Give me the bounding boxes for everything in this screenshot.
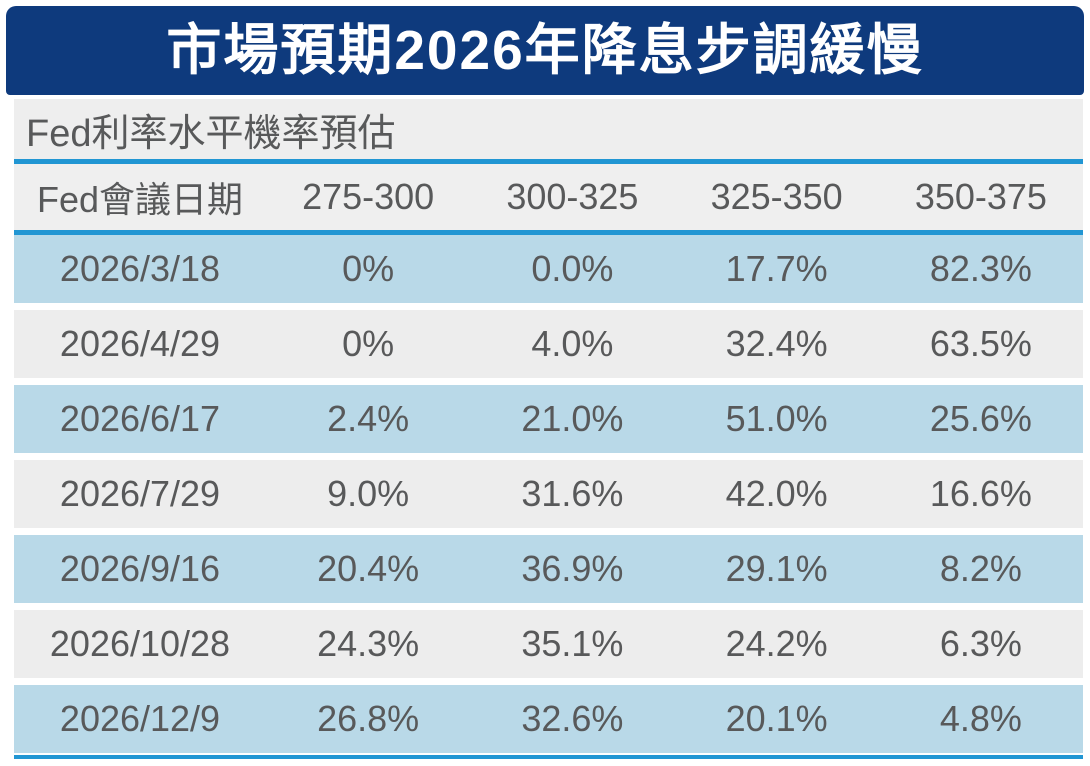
table-bottom-divider <box>14 755 1083 759</box>
meeting-date-cell: 2026/4/29 <box>59 323 221 364</box>
probability-cell: 17.7% <box>725 248 828 289</box>
table-row: 2026/6/17 2.4% 21.0% 51.0% 25.6% <box>14 385 1083 453</box>
probability-cell: 24.3% <box>317 623 420 664</box>
table-body: 2026/3/18 0% 0.0% 17.7% 82.3% 2026/4/29 0% 4.0%… <box>14 235 1083 753</box>
probability-cell: 0% <box>342 323 395 364</box>
probability-cell: 0% <box>342 248 395 289</box>
probability-cell: 2.4% <box>327 398 410 439</box>
column-header-meeting-date: Fed會議日期 <box>36 179 244 220</box>
table-row: 2026/9/16 20.4% 36.9% 29.1% 8.2% <box>14 535 1083 603</box>
title-banner: 市場預期2026年降息步調緩慢 <box>6 6 1084 95</box>
column-header-325-350: 325-350 <box>710 176 843 217</box>
column-header-350-375: 350-375 <box>914 176 1047 217</box>
meeting-date-cell: 2026/10/28 <box>49 623 231 664</box>
meeting-date-cell: 2026/6/17 <box>59 398 221 439</box>
probability-cell: 0.0% <box>531 248 614 289</box>
probability-cell: 35.1% <box>521 623 624 664</box>
probability-cell: 36.9% <box>521 548 624 589</box>
table-area: Fed利率水平機率預估 Fed會議日期 275-300 300-325 325-… <box>14 99 1083 759</box>
probability-cell: 20.4% <box>317 548 420 589</box>
probability-cell: 21.0% <box>521 398 624 439</box>
probability-cell: 9.0% <box>327 473 410 514</box>
probability-cell: 6.3% <box>939 623 1022 664</box>
meeting-date-cell: 2026/12/9 <box>59 698 221 739</box>
probability-cell: 32.6% <box>521 698 624 739</box>
table-row: 2026/10/28 24.3% 35.1% 24.2% 6.3% <box>14 610 1083 678</box>
fed-rate-probability-table: Fed會議日期 275-300 300-325 325-350 350-375 … <box>14 164 1083 759</box>
probability-cell: 25.6% <box>929 398 1032 439</box>
table-row: 2026/12/9 26.8% 32.6% 20.1% 4.8% <box>14 685 1083 753</box>
meeting-date-cell: 2026/3/18 <box>59 248 221 289</box>
probability-cell: 26.8% <box>317 698 420 739</box>
subtitle-bar: Fed利率水平機率預估 <box>14 99 1083 164</box>
probability-cell: 82.3% <box>929 248 1032 289</box>
table-row: 2026/4/29 0% 4.0% 32.4% 63.5% <box>14 310 1083 378</box>
meeting-date-cell: 2026/7/29 <box>59 473 221 514</box>
probability-cell: 8.2% <box>939 548 1022 589</box>
probability-cell: 20.1% <box>725 698 828 739</box>
page-title: 市場預期2026年降息步調緩慢 <box>166 19 924 81</box>
probability-cell: 42.0% <box>725 473 828 514</box>
probability-cell: 4.0% <box>531 323 614 364</box>
probability-cell: 31.6% <box>521 473 624 514</box>
table-row: 2026/3/18 0% 0.0% 17.7% 82.3% <box>14 235 1083 303</box>
probability-cell: 32.4% <box>725 323 828 364</box>
column-header-300-325: 300-325 <box>506 176 639 217</box>
subtitle-text: Fed利率水平機率預估 <box>26 112 396 155</box>
table-header-row: Fed會議日期 275-300 300-325 325-350 350-375 <box>14 164 1083 235</box>
probability-cell: 24.2% <box>725 623 828 664</box>
probability-cell: 16.6% <box>929 473 1032 514</box>
meeting-date-cell: 2026/9/16 <box>59 548 221 589</box>
probability-cell: 51.0% <box>725 398 828 439</box>
probability-cell: 29.1% <box>725 548 828 589</box>
column-header-275-300: 275-300 <box>302 176 435 217</box>
probability-cell: 63.5% <box>929 323 1032 364</box>
infographic-card: 市場預期2026年降息步調緩慢 Fed利率水平機率預估 Fed會議日期 275-… <box>0 6 1090 766</box>
table-row: 2026/7/29 9.0% 31.6% 42.0% 16.6% <box>14 460 1083 528</box>
probability-cell: 4.8% <box>939 698 1022 739</box>
